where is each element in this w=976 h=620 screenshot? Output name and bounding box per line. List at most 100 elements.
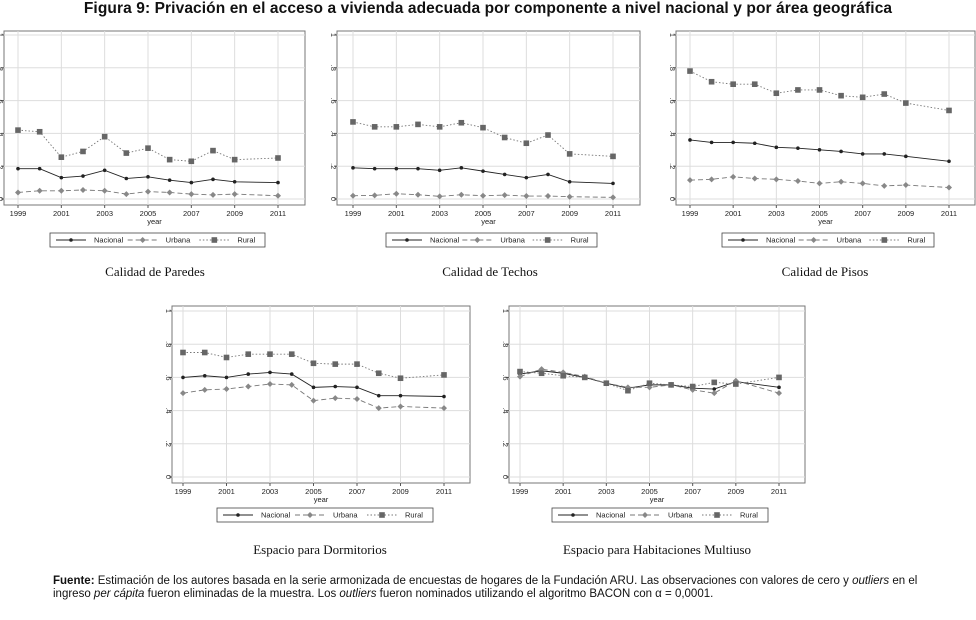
series-line-rural [689, 70, 950, 111]
data-point-rural [733, 381, 739, 387]
note-italic: per cápita [93, 588, 145, 600]
data-point-nacional [904, 154, 908, 159]
data-point-nacional [102, 168, 107, 173]
y-tick-label: 1 [164, 309, 173, 313]
legend-box [385, 232, 598, 248]
data-point-rural [458, 119, 465, 126]
data-point-rural [397, 375, 404, 382]
data-point-urbana [816, 180, 823, 187]
x-tick-label: 2007 [684, 487, 701, 496]
chart-3: 0 .2 .4 .6 .8 1 1999 2001 2003 2005 2007 2009 2011 ye… [668, 30, 976, 248]
data-point-urbana [859, 180, 866, 187]
data-point-rural [625, 387, 631, 394]
data-point-rural [188, 158, 195, 165]
legend-label-nacional: Nacional [430, 236, 460, 245]
data-point-nacional [416, 166, 420, 171]
legend-marker [881, 237, 888, 243]
data-point-rural [245, 351, 252, 357]
data-point-urbana [275, 192, 281, 199]
data-point-urbana [101, 187, 108, 194]
data-point-rural [441, 372, 447, 378]
data-point-rural [480, 124, 486, 131]
legend-marker [379, 512, 385, 518]
legend-marker [307, 512, 313, 518]
data-point-nacional [246, 372, 251, 376]
x-axis-label: year [818, 217, 833, 226]
legend-marker [544, 237, 551, 243]
y-tick-label: .6 [0, 97, 5, 103]
legend-label-rural: Rural [405, 511, 423, 520]
data-point-rural [123, 150, 130, 156]
data-point-urbana [375, 405, 382, 412]
note-text: fueron eliminadas de la muestra. Los [144, 588, 340, 600]
data-point-rural [288, 351, 295, 357]
series-line-nacional [182, 371, 445, 397]
data-point-nacional [709, 140, 714, 145]
data-point-rural [166, 156, 173, 163]
x-tick-label: 2003 [262, 487, 279, 496]
data-point-rural [436, 124, 443, 130]
data-point-urbana [776, 390, 782, 397]
data-point-rural [881, 91, 888, 97]
chart-title-techos: Calidad de Techos [442, 264, 538, 279]
note-text: Estimación de los autores basada en la s… [94, 575, 853, 587]
plot-frame [508, 305, 806, 484]
data-point-nacional [202, 373, 207, 378]
series-line-rural [17, 129, 279, 162]
y-tick-label: .6 [501, 374, 510, 380]
plot-frame [171, 305, 471, 484]
y-tick-label: .4 [329, 130, 338, 136]
data-point-rural [501, 134, 508, 141]
data-point-urbana [145, 188, 151, 195]
legend-box [216, 507, 434, 523]
x-tick-label: 1999 [10, 209, 27, 218]
data-point-nacional [167, 178, 172, 182]
data-point-nacional [181, 375, 185, 380]
x-tick-label: 2003 [598, 487, 615, 496]
legend-box [49, 232, 266, 248]
x-tick-label: 2011 [605, 209, 621, 218]
data-point-urbana [245, 383, 252, 390]
legend-label-urbana: Urbana [166, 236, 191, 245]
data-point-nacional [481, 169, 485, 173]
legend-marker [571, 513, 575, 517]
data-point-urbana [881, 182, 888, 189]
data-point-urbana [354, 395, 360, 402]
legend-box [721, 232, 935, 248]
data-point-nacional [777, 385, 781, 390]
legend-label-rural: Rural [907, 236, 925, 245]
source-label: Fuente: [53, 575, 95, 587]
source-note: Fuente: Estimación de los autores basada… [53, 575, 953, 601]
x-tick-label: 2011 [771, 487, 787, 496]
data-point-rural [708, 78, 715, 85]
data-point-rural [610, 153, 616, 160]
plot-frame [675, 30, 976, 206]
data-point-nacional [333, 384, 338, 389]
data-point-urbana [517, 373, 523, 380]
series-line-nacional [352, 167, 614, 184]
data-point-rural [581, 374, 588, 381]
data-point-nacional [355, 385, 359, 390]
data-point-urbana [687, 177, 693, 184]
y-tick-label: .4 [164, 407, 173, 413]
data-point-rural [180, 349, 186, 356]
y-tick-label: .6 [164, 374, 173, 380]
data-point-rural [646, 380, 653, 387]
y-tick-label: 1 [501, 309, 510, 313]
legend-label-urbana: Urbana [333, 511, 358, 520]
legend-label-urbana: Urbana [668, 511, 693, 520]
data-point-rural [80, 148, 86, 155]
legend-label-nacional: Nacional [766, 236, 796, 245]
legend-marker [741, 238, 745, 242]
data-point-nacional [731, 140, 735, 145]
legend-marker [69, 238, 73, 242]
y-tick-label: .8 [164, 341, 173, 347]
data-point-nacional [211, 177, 215, 182]
data-point-urbana [350, 192, 356, 199]
series-line-nacional [519, 370, 780, 390]
x-tick-label: 2003 [96, 209, 113, 218]
note-italic: outliers [339, 588, 377, 600]
x-tick-label: 2003 [431, 209, 448, 218]
chart-5: 0 .2 .4 .6 .8 1 1999 2001 2003 2005 2007 2009 2011 ye… [501, 305, 806, 523]
